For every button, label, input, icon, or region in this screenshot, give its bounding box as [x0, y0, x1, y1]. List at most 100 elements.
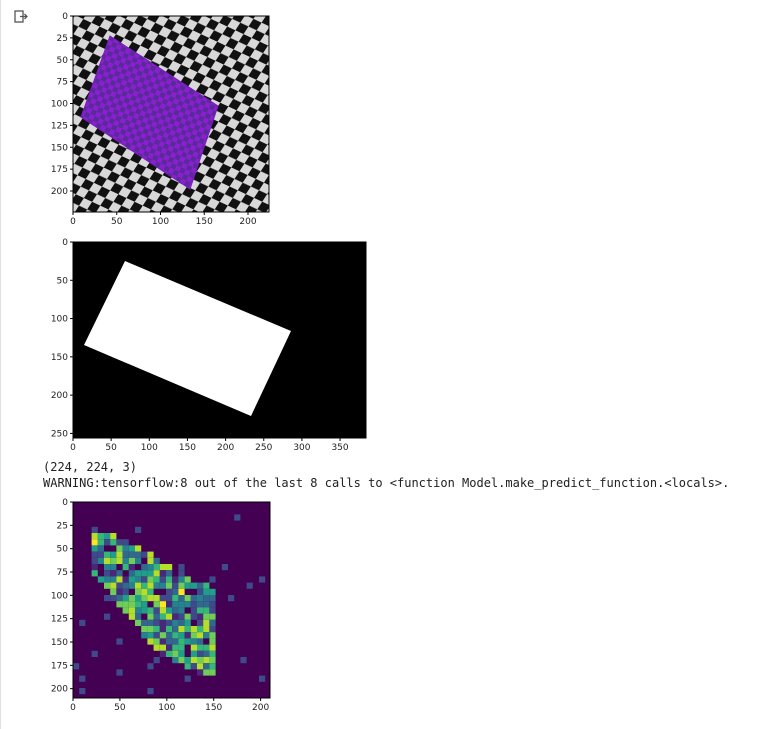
- y-tick-label: 175: [51, 661, 68, 671]
- heatmap-cell: [197, 607, 204, 614]
- heatmap-cell: [166, 644, 173, 651]
- heatmap-cell: [190, 601, 197, 608]
- heatmap-cell: [128, 551, 135, 558]
- heatmap-cell: [110, 588, 117, 595]
- heatmap-cell: [197, 582, 204, 589]
- heatmap-cell: [128, 570, 135, 577]
- heatmap-cell: [122, 551, 129, 558]
- y-tick-label: 200: [51, 391, 68, 401]
- y-tick-label: 150: [51, 638, 68, 648]
- y-tick-label: 125: [51, 615, 68, 625]
- heatmap-cell: [184, 663, 191, 670]
- heatmap-cell: [197, 657, 204, 664]
- heatmap-cell: [153, 564, 160, 571]
- heatmap-cell: [166, 619, 173, 626]
- heatmap-cell: [122, 607, 129, 614]
- heatmap-cell: [116, 595, 123, 602]
- heatmap-cell: [197, 595, 204, 602]
- y-tick-label: 75: [57, 78, 68, 88]
- heatmap-cell: [104, 582, 111, 589]
- output-icon[interactable]: [12, 8, 30, 26]
- heatmap-cell: [203, 632, 210, 639]
- y-tick-label: 50: [57, 56, 69, 66]
- heatmap-cell: [178, 601, 185, 608]
- x-tick-label: 100: [152, 217, 169, 227]
- heatmap-cell: [209, 644, 216, 651]
- heatmap-cell: [147, 595, 154, 602]
- heatmap-cell: [197, 613, 204, 620]
- heatmap-cell: [184, 657, 191, 664]
- heatmap-cell: [141, 607, 148, 614]
- heatmap-cell: [79, 688, 86, 695]
- x-tick-label: 0: [70, 703, 76, 713]
- heatmap-cell: [116, 557, 123, 564]
- heatmap-cell: [172, 619, 179, 626]
- heatmap-cell: [153, 595, 160, 602]
- heatmap-cell: [246, 582, 253, 589]
- heatmap-cell: [190, 632, 197, 639]
- figure-3-image: [73, 502, 270, 698]
- heatmap-cell: [197, 601, 204, 608]
- heatmap-cell: [203, 588, 210, 595]
- heatmap-cell: [259, 675, 266, 682]
- x-tick-label: 300: [293, 443, 310, 453]
- heatmap-cell: [159, 638, 166, 645]
- heatmap-cell: [166, 601, 173, 608]
- heatmap-cell: [141, 588, 148, 595]
- heatmap-cell: [190, 657, 197, 664]
- heatmap-cell: [172, 576, 179, 583]
- warning-output-text: WARNING:tensorflow:8 out of the last 8 c…: [43, 476, 730, 490]
- heatmap-cell: [153, 613, 160, 620]
- heatmap-cell: [166, 626, 173, 633]
- heatmap-cell: [209, 650, 216, 657]
- figure-1: 0 50 100 150 200 0 25 50 75 100 125 150 175 200: [51, 12, 270, 227]
- heatmap-cell: [122, 588, 129, 595]
- y-tick-label: 125: [51, 121, 68, 131]
- x-tick-label: 100: [141, 443, 158, 453]
- heatmap-cell: [203, 595, 210, 602]
- heatmap-cell: [147, 688, 154, 695]
- heatmap-cell: [190, 613, 197, 620]
- heatmap-cell: [172, 607, 179, 614]
- x-tick-label: 150: [205, 703, 222, 713]
- heatmap-cell: [97, 533, 104, 540]
- heatmap-cell: [141, 619, 148, 626]
- heatmap-cell: [122, 595, 129, 602]
- figure-2: 0 50 100 150 200 250 300 350 0 50 100 150 200 250: [51, 238, 367, 453]
- heatmap-cell: [166, 632, 173, 639]
- heatmap-cell: [141, 626, 148, 633]
- heatmap-cell: [116, 601, 123, 608]
- heatmap-cell: [91, 545, 98, 552]
- x-tick-label: 150: [196, 217, 213, 227]
- x-tick-label: 50: [114, 703, 126, 713]
- heatmap-cell: [135, 582, 142, 589]
- heatmap-cell: [209, 595, 216, 602]
- heatmap-cell: [79, 675, 86, 682]
- figure-2-mask-region: [84, 261, 291, 416]
- heatmap-cell: [97, 551, 104, 558]
- heatmap-cell: [190, 595, 197, 602]
- heatmap-cell: [153, 557, 160, 564]
- heatmap-cell: [178, 644, 185, 651]
- heatmap-cell: [172, 644, 179, 651]
- heatmap-cell: [128, 595, 135, 602]
- y-tick-label: 150: [51, 353, 68, 363]
- y-tick-label: 175: [51, 165, 68, 175]
- x-tick-label: 50: [105, 443, 117, 453]
- heatmap-cell: [190, 607, 197, 614]
- heatmap-cell: [184, 595, 191, 602]
- heatmap-cell: [122, 576, 129, 583]
- x-tick-label: 150: [179, 443, 196, 453]
- heatmap-cell: [228, 595, 235, 602]
- heatmap-cell: [128, 576, 135, 583]
- heatmap-cell: [197, 644, 204, 651]
- heatmap-cell: [91, 650, 98, 657]
- heatmap-cell: [116, 576, 123, 583]
- heatmap-cell: [159, 570, 166, 577]
- heatmap-cell: [116, 638, 123, 645]
- heatmap-cell: [166, 588, 173, 595]
- heatmap-cell: [104, 564, 111, 571]
- heatmap-cell: [141, 582, 148, 589]
- heatmap-cell: [178, 607, 185, 614]
- heatmap-cell: [141, 576, 148, 583]
